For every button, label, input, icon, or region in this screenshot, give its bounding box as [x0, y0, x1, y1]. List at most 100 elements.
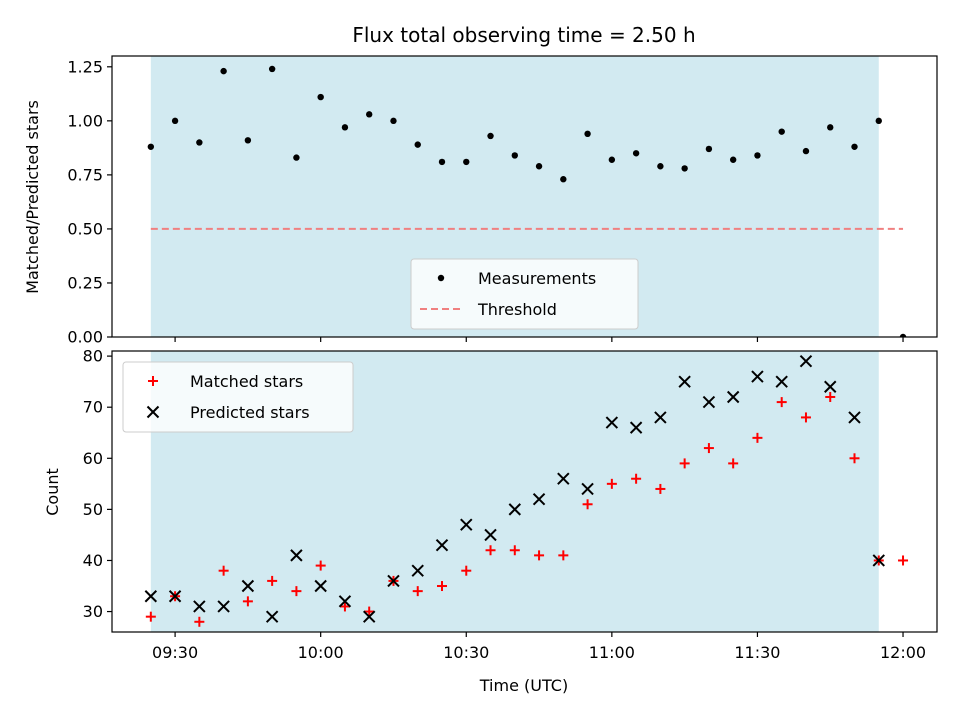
x-stroke-b [484, 528, 497, 542]
measurement-point [171, 117, 179, 125]
predicted-star-point [629, 421, 643, 434]
predicted-star-point [290, 549, 303, 562]
x-stroke-b [581, 482, 594, 496]
predicted-star-point [654, 411, 667, 424]
measurement-point [754, 152, 761, 159]
predicted-star-point [508, 503, 522, 516]
predicted-star-point [314, 579, 327, 593]
matched-star-point [218, 565, 229, 576]
predicted-star-point [824, 380, 837, 393]
matched-star-point [364, 606, 375, 617]
measurement-point [341, 124, 349, 131]
x-stroke-b [702, 395, 716, 409]
predicted-star-point [581, 482, 594, 496]
matched-star-point [291, 586, 302, 597]
measurement-point [317, 93, 324, 101]
axes-frame [111, 55, 938, 338]
predicted-star-point [435, 538, 449, 552]
measurement-point [220, 67, 227, 75]
measurement-point [899, 333, 907, 337]
matched-star-point [339, 601, 350, 612]
axes-frame [111, 350, 938, 633]
measurement-point [438, 158, 446, 166]
matched-star-point [534, 550, 545, 561]
y-tick-label: 40 [83, 551, 103, 570]
predicted-star-point [387, 574, 400, 588]
y-tick-label: 1.00 [67, 111, 103, 130]
y-tick-label: 0.50 [67, 219, 103, 238]
predicted-star-point [338, 595, 352, 608]
x-tick-label: 12:00 [880, 643, 926, 662]
x-tick-label: 11:00 [589, 643, 635, 662]
matched-star-point [145, 611, 156, 622]
measurement-point [560, 176, 567, 183]
x-tick-label: 10:30 [443, 643, 489, 662]
matched-star-point [242, 596, 253, 607]
measurement-point [705, 145, 713, 153]
y-tick-label: 1.25 [67, 57, 103, 76]
x-stroke-b [751, 370, 764, 383]
measurement-point [875, 117, 882, 125]
measurement-point [463, 158, 470, 166]
matched-star-point [703, 443, 714, 454]
x-stroke-b [872, 554, 885, 567]
matched-star-point [776, 397, 787, 408]
top-y-axis-label: Matched/Predicted stars [23, 100, 42, 294]
predicted-star-point [241, 579, 255, 593]
matched-star-point [655, 483, 666, 494]
matched-star-point [825, 391, 836, 402]
x-stroke-b [144, 590, 158, 603]
x-stroke-b [362, 610, 376, 623]
x-stroke-b [726, 390, 740, 404]
chart-title: Flux total observing time = 2.50 h [352, 23, 695, 47]
measurement-point [584, 130, 591, 138]
matched-star-point [849, 453, 860, 464]
x-stroke-b [678, 375, 691, 388]
measurement-point [778, 128, 785, 135]
predicted-star-point [848, 411, 861, 424]
measurement-point [851, 143, 858, 150]
predicted-star-point [726, 390, 740, 404]
top-panel: 0.00 0.25 0.50 0.75 1.00 1.25 Measurements Thre… [67, 55, 938, 347]
x-stroke-b [338, 595, 352, 608]
matched-star-point [509, 545, 520, 556]
x-stroke-b [605, 416, 619, 429]
matched-star-point [437, 581, 447, 592]
y-tick-label: 0.25 [67, 273, 103, 292]
predicted-star-point [751, 370, 764, 383]
plot-data-layer [144, 351, 909, 632]
measurement-point [487, 132, 494, 140]
y-tick-label: 30 [83, 602, 103, 621]
x-stroke-b [654, 411, 667, 424]
predicted-star-point [217, 600, 230, 613]
matched-star-point [315, 560, 326, 571]
y-tick-label: 0.00 [67, 328, 103, 347]
x-stroke-b [411, 564, 424, 577]
measurement-point [244, 137, 252, 144]
y-tick-label: 50 [83, 500, 103, 519]
x-stroke-b [775, 375, 788, 388]
x-stroke-b [168, 590, 182, 603]
predicted-star-point [557, 472, 570, 485]
matched-star-point [898, 555, 909, 566]
x-tick-label: 11:30 [734, 643, 780, 662]
x-stroke-b [314, 579, 327, 593]
matched-star-point [752, 432, 763, 443]
measurement-point [366, 111, 373, 118]
legend-x-icon [146, 405, 160, 419]
x-stroke-b [265, 610, 279, 623]
predicted-star-point [605, 416, 619, 429]
y-tick-label: 60 [83, 449, 103, 468]
measurement-point [729, 156, 737, 163]
matched-star-point [800, 412, 811, 423]
predicted-star-point [411, 564, 424, 577]
matched-star-point [412, 586, 423, 597]
x-stroke-b [629, 421, 643, 434]
measurement-point [608, 156, 616, 163]
measurement-point [657, 163, 664, 170]
predicted-star-point [144, 590, 158, 603]
matched-star-point [461, 565, 472, 576]
measurement-point [293, 154, 300, 161]
matched-star-point [558, 550, 569, 561]
